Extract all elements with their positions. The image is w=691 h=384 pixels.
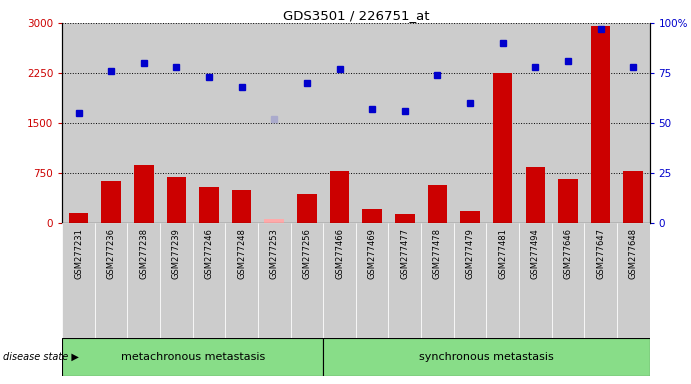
Bar — [551, 23, 585, 223]
Text: GSM277646: GSM277646 — [563, 228, 572, 280]
Bar — [62, 223, 95, 338]
Text: GSM277246: GSM277246 — [205, 228, 214, 279]
Text: GSM277253: GSM277253 — [269, 228, 278, 279]
Bar — [454, 223, 486, 338]
Text: GSM277466: GSM277466 — [335, 228, 344, 280]
Title: GDS3501 / 226751_at: GDS3501 / 226751_at — [283, 9, 429, 22]
Text: GSM277248: GSM277248 — [237, 228, 246, 279]
Bar — [558, 179, 578, 223]
Text: disease state ▶: disease state ▶ — [3, 352, 79, 362]
Bar — [591, 26, 610, 223]
Bar — [428, 185, 447, 223]
Bar — [362, 209, 382, 223]
Bar — [265, 219, 284, 223]
Text: GSM277479: GSM277479 — [466, 228, 475, 279]
Bar — [585, 223, 617, 338]
Bar — [323, 23, 356, 223]
Text: GSM277481: GSM277481 — [498, 228, 507, 279]
Bar — [62, 23, 95, 223]
Bar — [388, 223, 421, 338]
Text: GSM277256: GSM277256 — [303, 228, 312, 279]
Bar — [421, 223, 454, 338]
Bar — [323, 338, 650, 376]
Text: metachronous metastasis: metachronous metastasis — [121, 352, 265, 362]
Bar — [493, 73, 513, 223]
Bar — [291, 223, 323, 338]
Bar — [585, 23, 617, 223]
Bar — [526, 167, 545, 223]
Text: synchronous metastasis: synchronous metastasis — [419, 352, 553, 362]
Bar — [454, 23, 486, 223]
Bar — [486, 223, 519, 338]
Text: GSM277648: GSM277648 — [629, 228, 638, 280]
Bar — [258, 23, 291, 223]
Bar — [127, 23, 160, 223]
Text: GSM277238: GSM277238 — [140, 228, 149, 280]
Bar — [225, 223, 258, 338]
Bar — [127, 223, 160, 338]
Bar — [297, 194, 316, 223]
Bar — [102, 182, 121, 223]
Bar — [95, 23, 127, 223]
Text: GSM277478: GSM277478 — [433, 228, 442, 280]
Bar — [62, 338, 323, 376]
Bar — [330, 171, 350, 223]
Bar — [551, 223, 585, 338]
Bar — [421, 23, 454, 223]
Bar — [199, 187, 219, 223]
Bar — [225, 23, 258, 223]
Bar — [388, 23, 421, 223]
Bar — [291, 23, 323, 223]
Bar — [617, 223, 650, 338]
Bar — [356, 223, 388, 338]
Bar — [356, 23, 388, 223]
Bar — [232, 190, 252, 223]
Bar — [134, 165, 153, 223]
Text: GSM277477: GSM277477 — [400, 228, 409, 280]
Text: GSM277494: GSM277494 — [531, 228, 540, 279]
Bar — [519, 23, 551, 223]
Bar — [167, 177, 186, 223]
Bar — [486, 23, 519, 223]
Bar — [519, 223, 551, 338]
Bar — [323, 223, 356, 338]
Bar — [193, 223, 225, 338]
Text: GSM277231: GSM277231 — [74, 228, 83, 279]
Bar — [623, 172, 643, 223]
Bar — [95, 223, 127, 338]
Bar — [258, 223, 291, 338]
Bar — [395, 214, 415, 223]
Bar — [160, 223, 193, 338]
Text: GSM277236: GSM277236 — [106, 228, 115, 280]
Text: GSM277647: GSM277647 — [596, 228, 605, 280]
Bar — [160, 23, 193, 223]
Bar — [460, 212, 480, 223]
Bar — [68, 213, 88, 223]
Text: GSM277469: GSM277469 — [368, 228, 377, 279]
Text: GSM277239: GSM277239 — [172, 228, 181, 279]
Bar — [617, 23, 650, 223]
Bar — [193, 23, 225, 223]
